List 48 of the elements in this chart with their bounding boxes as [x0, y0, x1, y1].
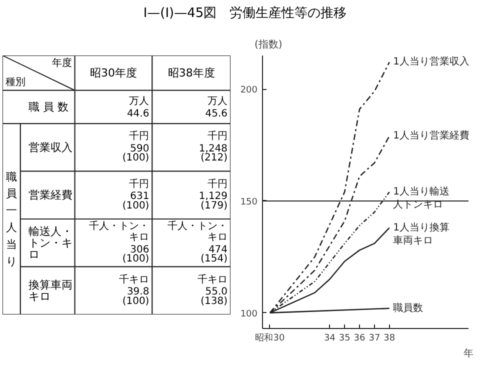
text: (138)	[200, 296, 228, 307]
text: (179)	[200, 200, 228, 212]
text: 万人	[129, 96, 150, 108]
y-tick-label: 150	[240, 197, 258, 208]
category-label: 昭30年度	[90, 66, 138, 80]
text: 万人	[208, 96, 228, 108]
x-tick-label: 35	[338, 334, 350, 344]
series-label: 1人当り換算車両キロ	[393, 221, 450, 246]
text: (212)	[200, 152, 228, 164]
text: 千円	[129, 178, 150, 190]
text: 千キロ	[198, 274, 228, 286]
text: (100)	[122, 200, 150, 212]
text: (100)	[122, 152, 150, 164]
text: I—(I)—45図 労働生産性等の推移	[142, 5, 348, 23]
y-axis-title: (指数)	[254, 38, 282, 50]
y-tick-label: 200	[240, 86, 258, 96]
category-label: 輸送人・トン・キロ	[28, 224, 72, 262]
text: 590	[130, 143, 150, 154]
x-tick-label: 38	[384, 334, 396, 344]
text: 年度	[52, 56, 72, 69]
text: 千人・トン・キロ	[168, 221, 228, 244]
text: 306	[130, 244, 150, 256]
x-tick-label: 昭和30	[255, 332, 285, 344]
category-label: 営業経費	[28, 188, 72, 202]
text: (100)	[122, 296, 150, 307]
text: 千人・トン・キロ	[89, 221, 150, 244]
text: 1,248	[198, 143, 228, 154]
text: (154)	[200, 254, 228, 265]
x-axis-title: 年	[464, 348, 474, 360]
text: 千キロ	[119, 274, 150, 286]
text: 種別	[5, 76, 26, 88]
category-label: 昭38年度	[168, 66, 215, 80]
text: 千円	[208, 131, 228, 142]
x-tick-label: 34	[324, 334, 336, 344]
text: 44.6	[126, 108, 150, 120]
series-label: 職員数	[393, 302, 424, 314]
text: 45.6	[205, 108, 228, 120]
category-label: 職 員 数	[28, 100, 68, 114]
text: 千円	[129, 131, 150, 142]
category-label: 営業収入	[28, 140, 72, 154]
text: 職員一人当り	[6, 170, 17, 268]
text: 千円	[208, 178, 228, 190]
y-tick-label: 100	[240, 309, 258, 320]
x-tick-label: 37	[368, 334, 380, 344]
text: (100)	[122, 254, 150, 265]
category-label: 換算車両キロ	[28, 278, 72, 303]
x-tick-label: 36	[354, 334, 366, 344]
series-label: 1人当り営業経費	[393, 130, 470, 142]
